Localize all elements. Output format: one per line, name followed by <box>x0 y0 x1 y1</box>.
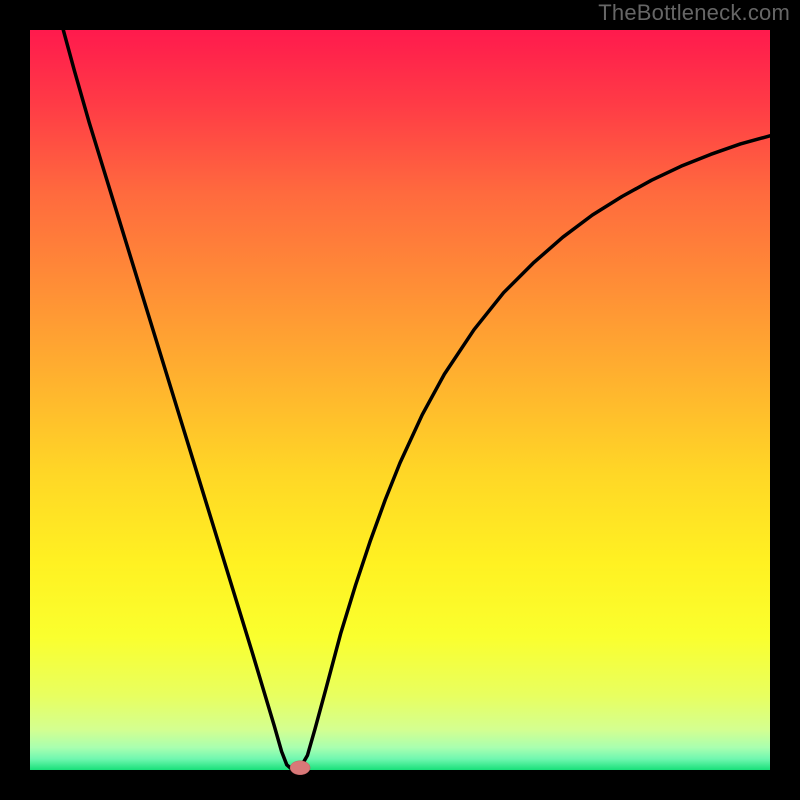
chart-container: TheBottleneck.com <box>0 0 800 800</box>
bottleneck-chart <box>0 0 800 800</box>
watermark-text: TheBottleneck.com <box>598 0 790 26</box>
optimal-point-marker <box>290 761 310 775</box>
chart-plot-background <box>30 30 770 770</box>
